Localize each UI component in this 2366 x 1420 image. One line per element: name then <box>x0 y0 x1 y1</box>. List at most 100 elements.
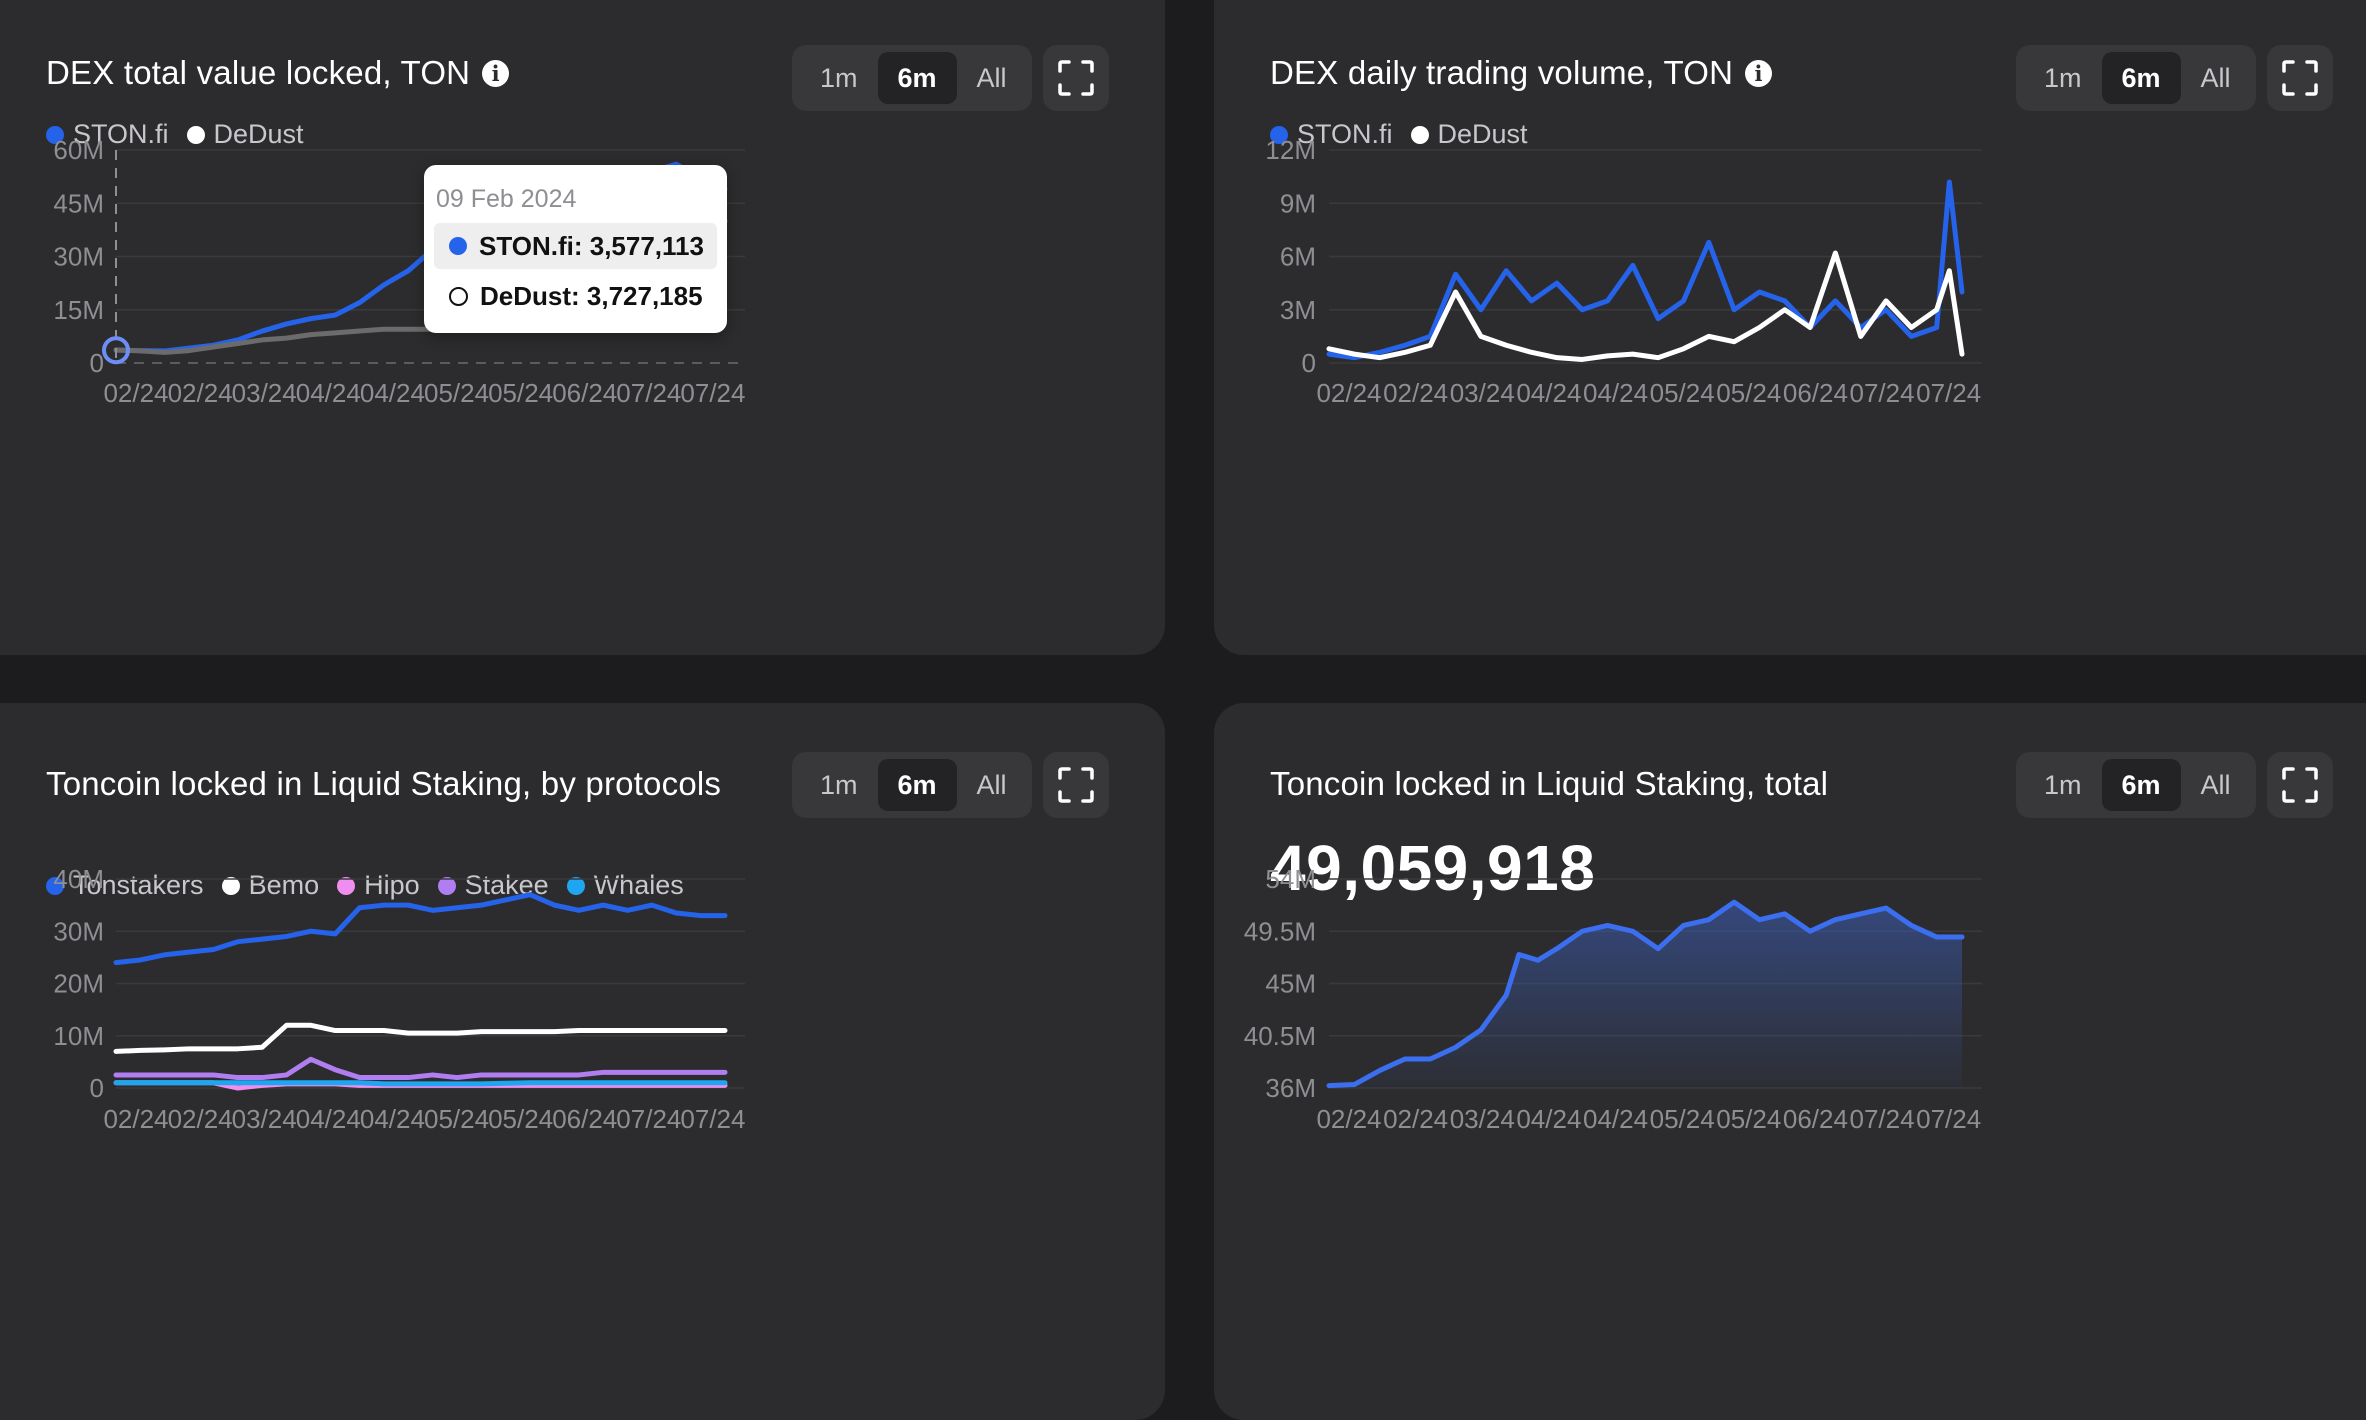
legend-item-bemo[interactable]: Bemo <box>221 870 320 901</box>
x-tick-label: 06/24 <box>1783 1104 1848 1134</box>
gridlines <box>116 878 745 1089</box>
y-tick-label: 3M <box>1280 295 1316 325</box>
legend-item-ston[interactable]: STON.fi <box>46 119 169 150</box>
x-tick-label: 06/24 <box>552 1104 617 1134</box>
x-tick-label: 04/24 <box>1583 378 1648 408</box>
info-icon[interactable]: i <box>1745 59 1773 87</box>
card-dex-tvl: DEX total value locked, TON i 1m 6m All … <box>0 0 1165 655</box>
y-tick-label: 20M <box>53 969 104 999</box>
fullscreen-button[interactable] <box>1043 752 1109 818</box>
tooltip-date: 09 Feb 2024 <box>436 185 577 213</box>
range-1m-button[interactable]: 1m <box>820 63 858 93</box>
info-icon[interactable]: i <box>482 59 510 87</box>
x-tick-label: 07/24 <box>680 1104 745 1134</box>
series-line-whales[interactable] <box>113 1080 728 1087</box>
legend-label: Bemo <box>248 870 320 900</box>
range-1m-button[interactable]: 1m <box>2044 770 2082 800</box>
fullscreen-button[interactable] <box>2267 752 2333 818</box>
legend-dot <box>437 876 456 895</box>
range-6m-button[interactable]: 6m <box>2101 52 2181 104</box>
card-title-text: Toncoin locked in Liquid Staking, total <box>1270 765 1829 802</box>
card-liquid-staking-total: Toncoin locked in Liquid Staking, total … <box>1214 703 2366 1420</box>
x-tick-label: 05/24 <box>488 378 553 408</box>
range-1m-button[interactable]: 1m <box>820 770 858 800</box>
legend-label: Hipo <box>364 870 420 900</box>
range-6m-button[interactable]: 6m <box>877 52 957 104</box>
x-tick-label: 05/24 <box>1716 1104 1781 1134</box>
y-tick-label: 60M <box>53 135 104 165</box>
y-tick-label: 30M <box>53 916 104 946</box>
legend-dot <box>566 876 585 895</box>
fullscreen-icon <box>1058 767 1094 803</box>
card-liquid-staking-protocols: Toncoin locked in Liquid Staking, by pro… <box>0 703 1165 1420</box>
x-tick-label: 07/24 <box>616 1104 681 1134</box>
range-all-button[interactable]: All <box>976 770 1007 800</box>
legend-item-ston[interactable]: STON.fi <box>1270 119 1393 150</box>
x-tick-label: 02/24 <box>168 1104 233 1134</box>
card-title-text: Toncoin locked in Liquid Staking, by pro… <box>46 765 722 802</box>
legend-label: STON.fi <box>1297 119 1393 149</box>
y-tick-label: 0 <box>90 348 104 378</box>
legend-item-whales[interactable]: Whales <box>566 870 684 901</box>
legend-item-hipo[interactable]: Hipo <box>337 870 420 901</box>
x-tick-label: 07/24 <box>1916 1104 1981 1134</box>
legend-dot <box>1410 125 1429 144</box>
y-tick-label: 40M <box>53 864 104 894</box>
range-6m-button[interactable]: 6m <box>877 759 957 811</box>
x-tick-label: 02/24 <box>1383 1104 1448 1134</box>
series-line-bemo[interactable] <box>113 1022 728 1054</box>
series-line-stakee[interactable] <box>113 1056 728 1081</box>
x-tick-label: 02/24 <box>103 1104 168 1134</box>
x-tick-label: 05/24 <box>1650 378 1715 408</box>
x-tick-label: 02/24 <box>103 378 168 408</box>
fullscreen-button[interactable] <box>2267 45 2333 111</box>
x-tick-label: 04/24 <box>296 1104 361 1134</box>
legend-item-dedust[interactable]: DeDust <box>186 119 304 150</box>
y-tick-label: 45M <box>53 188 104 218</box>
y-tick-label: 45M <box>1265 969 1316 999</box>
x-tick-label: 05/24 <box>424 1104 489 1134</box>
x-tick-label: 07/24 <box>1850 1104 1915 1134</box>
legend-item-tonstakers[interactable]: Tonstakers <box>46 870 204 901</box>
y-tick-label: 0 <box>90 1073 104 1103</box>
x-tick-label: 04/24 <box>296 378 361 408</box>
legend-label: Tonstakers <box>73 870 204 900</box>
legend-item-dedust[interactable]: DeDust <box>1410 119 1528 150</box>
fullscreen-icon <box>2282 60 2318 96</box>
legend-label: Whales <box>593 870 684 900</box>
tooltip-dot <box>449 237 467 255</box>
hover-marker <box>102 336 130 365</box>
range-all-button[interactable]: All <box>2200 770 2231 800</box>
x-tick-label: 04/24 <box>1516 1104 1581 1134</box>
range-1m-button[interactable]: 1m <box>2044 63 2082 93</box>
y-tick-label: 10M <box>53 1021 104 1051</box>
y-tick-label: 15M <box>53 295 104 325</box>
range-6m-button[interactable]: 6m <box>2101 759 2181 811</box>
card-title: Toncoin locked in Liquid Staking, by pro… <box>46 765 721 803</box>
x-tick-label: 04/24 <box>1583 1104 1648 1134</box>
card-title-text: DEX daily trading volume, TON <box>1270 54 1734 91</box>
range-all-button[interactable]: All <box>976 63 1007 93</box>
range-selector: 1m 6m All <box>792 45 1032 111</box>
x-tick-label: 05/24 <box>1716 378 1781 408</box>
range-selector: 1m 6m All <box>2016 45 2256 111</box>
x-tick-label: 02/24 <box>168 378 233 408</box>
range-all-button[interactable]: All <box>2200 63 2231 93</box>
y-tick-label: 9M <box>1280 188 1316 218</box>
x-tick-label: 07/24 <box>680 378 745 408</box>
x-tick-label: 07/24 <box>1850 378 1915 408</box>
y-tick-label: 6M <box>1280 242 1316 272</box>
area-fill <box>1329 902 1962 1088</box>
fullscreen-button[interactable] <box>1043 45 1109 111</box>
y-tick-label: 0 <box>1302 348 1316 378</box>
y-tick-label: 36M <box>1265 1073 1316 1103</box>
series-line-total[interactable] <box>1326 899 1965 1089</box>
y-tick-label: 12M <box>1265 135 1316 165</box>
card-title: DEX daily trading volume, TON i <box>1270 54 1773 92</box>
series-line-tonstakers[interactable] <box>113 892 728 966</box>
x-tick-label: 07/24 <box>616 378 681 408</box>
series-line-dedust[interactable] <box>1326 250 1965 362</box>
